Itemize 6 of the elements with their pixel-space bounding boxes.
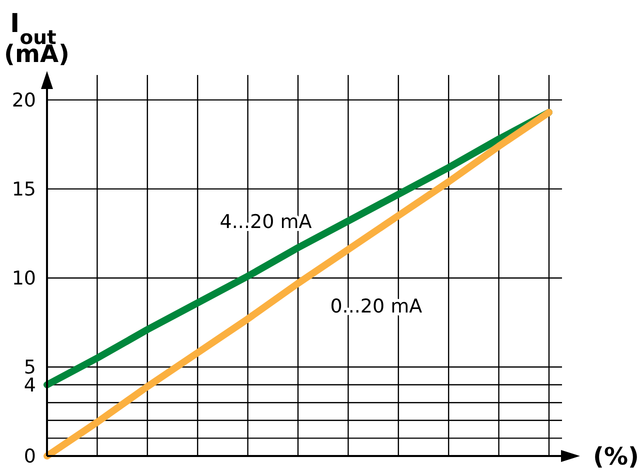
x-axis-title: (%) xyxy=(593,442,639,470)
y-axis-title: I$_{out}$ (mA) xyxy=(4,9,70,68)
y-tick-label: 10 xyxy=(12,268,36,290)
y-tick-label: 20 xyxy=(12,90,36,112)
y-tick-label: 0 xyxy=(24,446,36,468)
y-tick-label: 15 xyxy=(12,178,36,201)
